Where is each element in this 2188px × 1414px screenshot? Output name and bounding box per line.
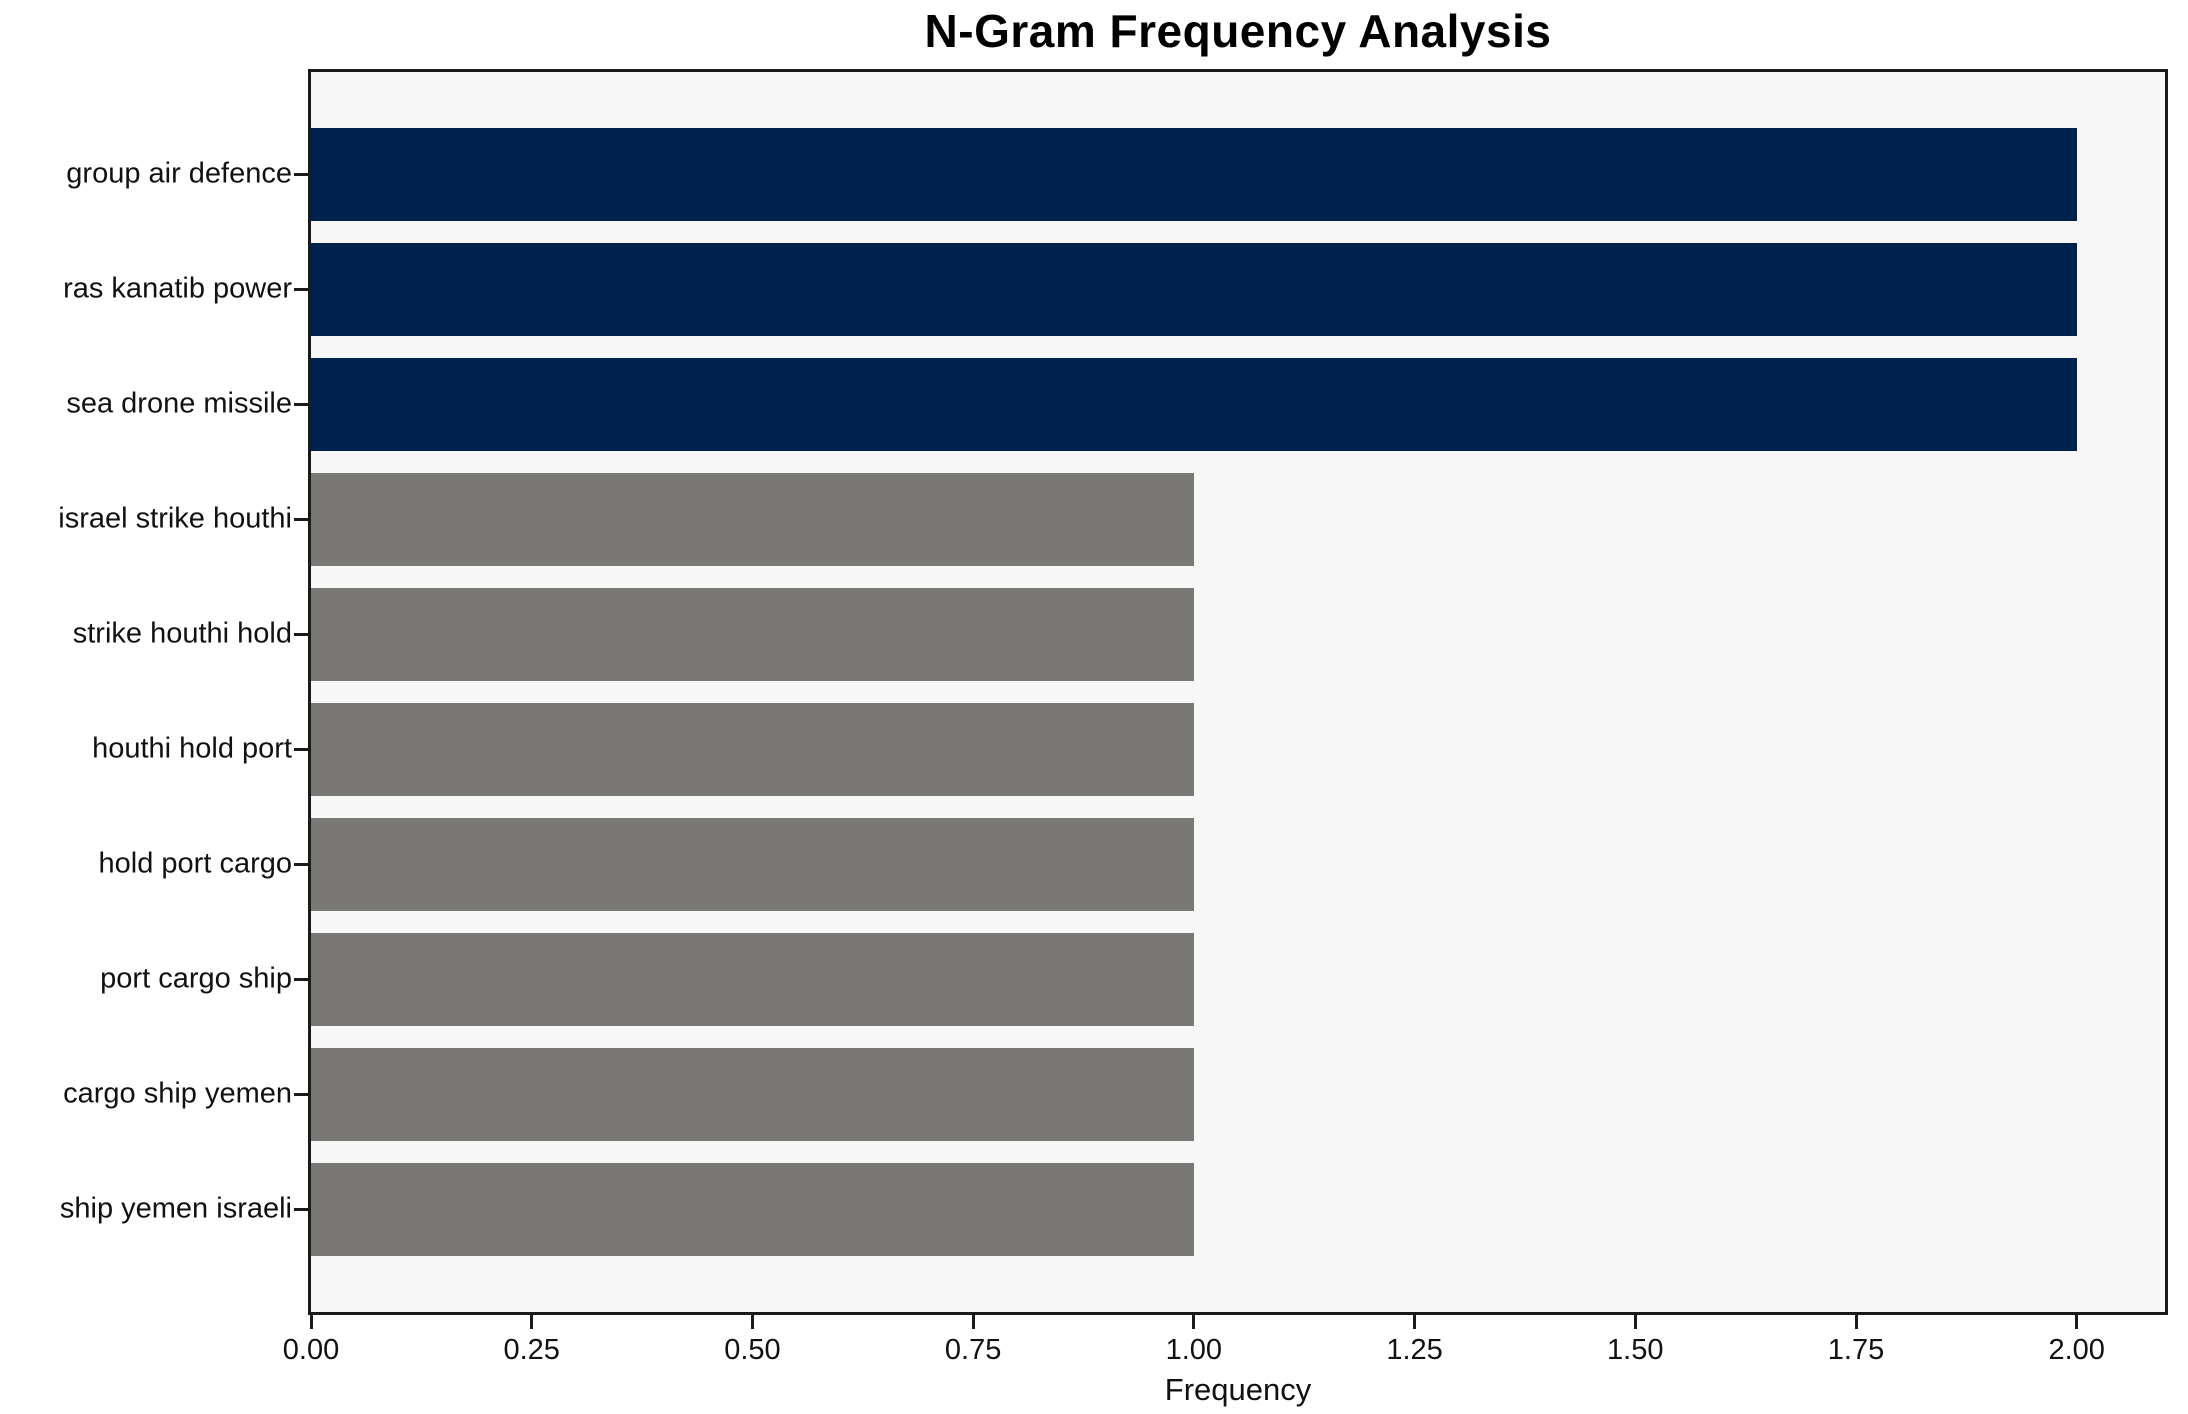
y-tick-mark: [294, 172, 308, 176]
bar-group-air-defence: [311, 127, 2077, 221]
x-tick-mark: [530, 1315, 534, 1329]
x-tick-label-0.75: 0.75: [944, 1334, 1002, 1366]
x-tick-mark: [1413, 1315, 1417, 1329]
y-tick-label-hold-port-cargo: hold port cargo: [98, 847, 292, 880]
y-tick-label-cargo-ship-yemen: cargo ship yemen: [63, 1077, 292, 1110]
y-tick-mark: [294, 862, 308, 866]
x-tick-mark: [750, 1315, 754, 1329]
y-tick-mark: [294, 747, 308, 751]
y-tick-mark: [294, 977, 308, 981]
y-axis-labels: group air defence ras kanatib power sea dr…: [0, 0, 292, 1414]
bar-hold-port-cargo: [311, 817, 1194, 911]
y-tick-mark: [294, 287, 308, 291]
y-tick-mark: [294, 632, 308, 636]
x-tick-label-1.00: 1.00: [1165, 1334, 1223, 1366]
bar-ship-yemen-israeli: [311, 1162, 1194, 1256]
y-tick-label-port-cargo-ship: port cargo ship: [100, 962, 292, 995]
x-tick-mark: [1192, 1315, 1196, 1329]
x-tick-mark: [2075, 1315, 2079, 1329]
y-tick-label-ras-kanatib-power: ras kanatib power: [63, 272, 292, 305]
x-tick-label-0.25: 0.25: [503, 1334, 560, 1366]
y-tick-label-group-air-defence: group air defence: [66, 157, 292, 190]
y-tick-label-houthi-hold-port: houthi hold port: [92, 732, 292, 765]
x-tick-label-1.50: 1.50: [1607, 1334, 1664, 1366]
y-tick-label-sea-drone-missile: sea drone missile: [66, 387, 292, 420]
x-tick-label-2.00: 2.00: [2048, 1334, 2105, 1366]
bar-port-cargo-ship: [311, 932, 1194, 1026]
bar-cargo-ship-yemen: [311, 1047, 1194, 1141]
bar-houthi-hold-port: [311, 702, 1194, 796]
y-tick-mark: [294, 402, 308, 406]
y-tick-mark: [294, 1207, 308, 1211]
bar-ras-kanatib-power: [311, 242, 2077, 336]
bar-strike-houthi-hold: [311, 587, 1194, 681]
x-tick-label-0.00: 0.00: [282, 1334, 340, 1366]
bar-sea-drone-missile: [311, 357, 2077, 451]
x-tick-label-0.50: 0.50: [724, 1334, 781, 1366]
plot-area: [308, 69, 2168, 1315]
chart-title: N-Gram Frequency Analysis: [924, 5, 1552, 57]
x-tick-label-1.25: 1.25: [1386, 1334, 1443, 1366]
y-tick-label-ship-yemen-israeli: ship yemen israeli: [59, 1192, 292, 1225]
x-tick-label-1.75: 1.75: [1827, 1334, 1885, 1366]
bar-israel-strike-houthi: [311, 472, 1194, 566]
x-axis-label: Frequency: [1164, 1372, 1312, 1407]
y-tick-mark: [294, 517, 308, 521]
y-tick-mark: [294, 1092, 308, 1096]
y-tick-label-strike-houthi-hold: strike houthi hold: [72, 617, 292, 650]
x-tick-mark: [1854, 1315, 1858, 1329]
x-tick-mark: [1633, 1315, 1637, 1329]
y-tick-label-israel-strike-houthi: israel strike houthi: [58, 502, 292, 535]
x-tick-mark: [309, 1315, 313, 1329]
x-tick-mark: [971, 1315, 975, 1329]
